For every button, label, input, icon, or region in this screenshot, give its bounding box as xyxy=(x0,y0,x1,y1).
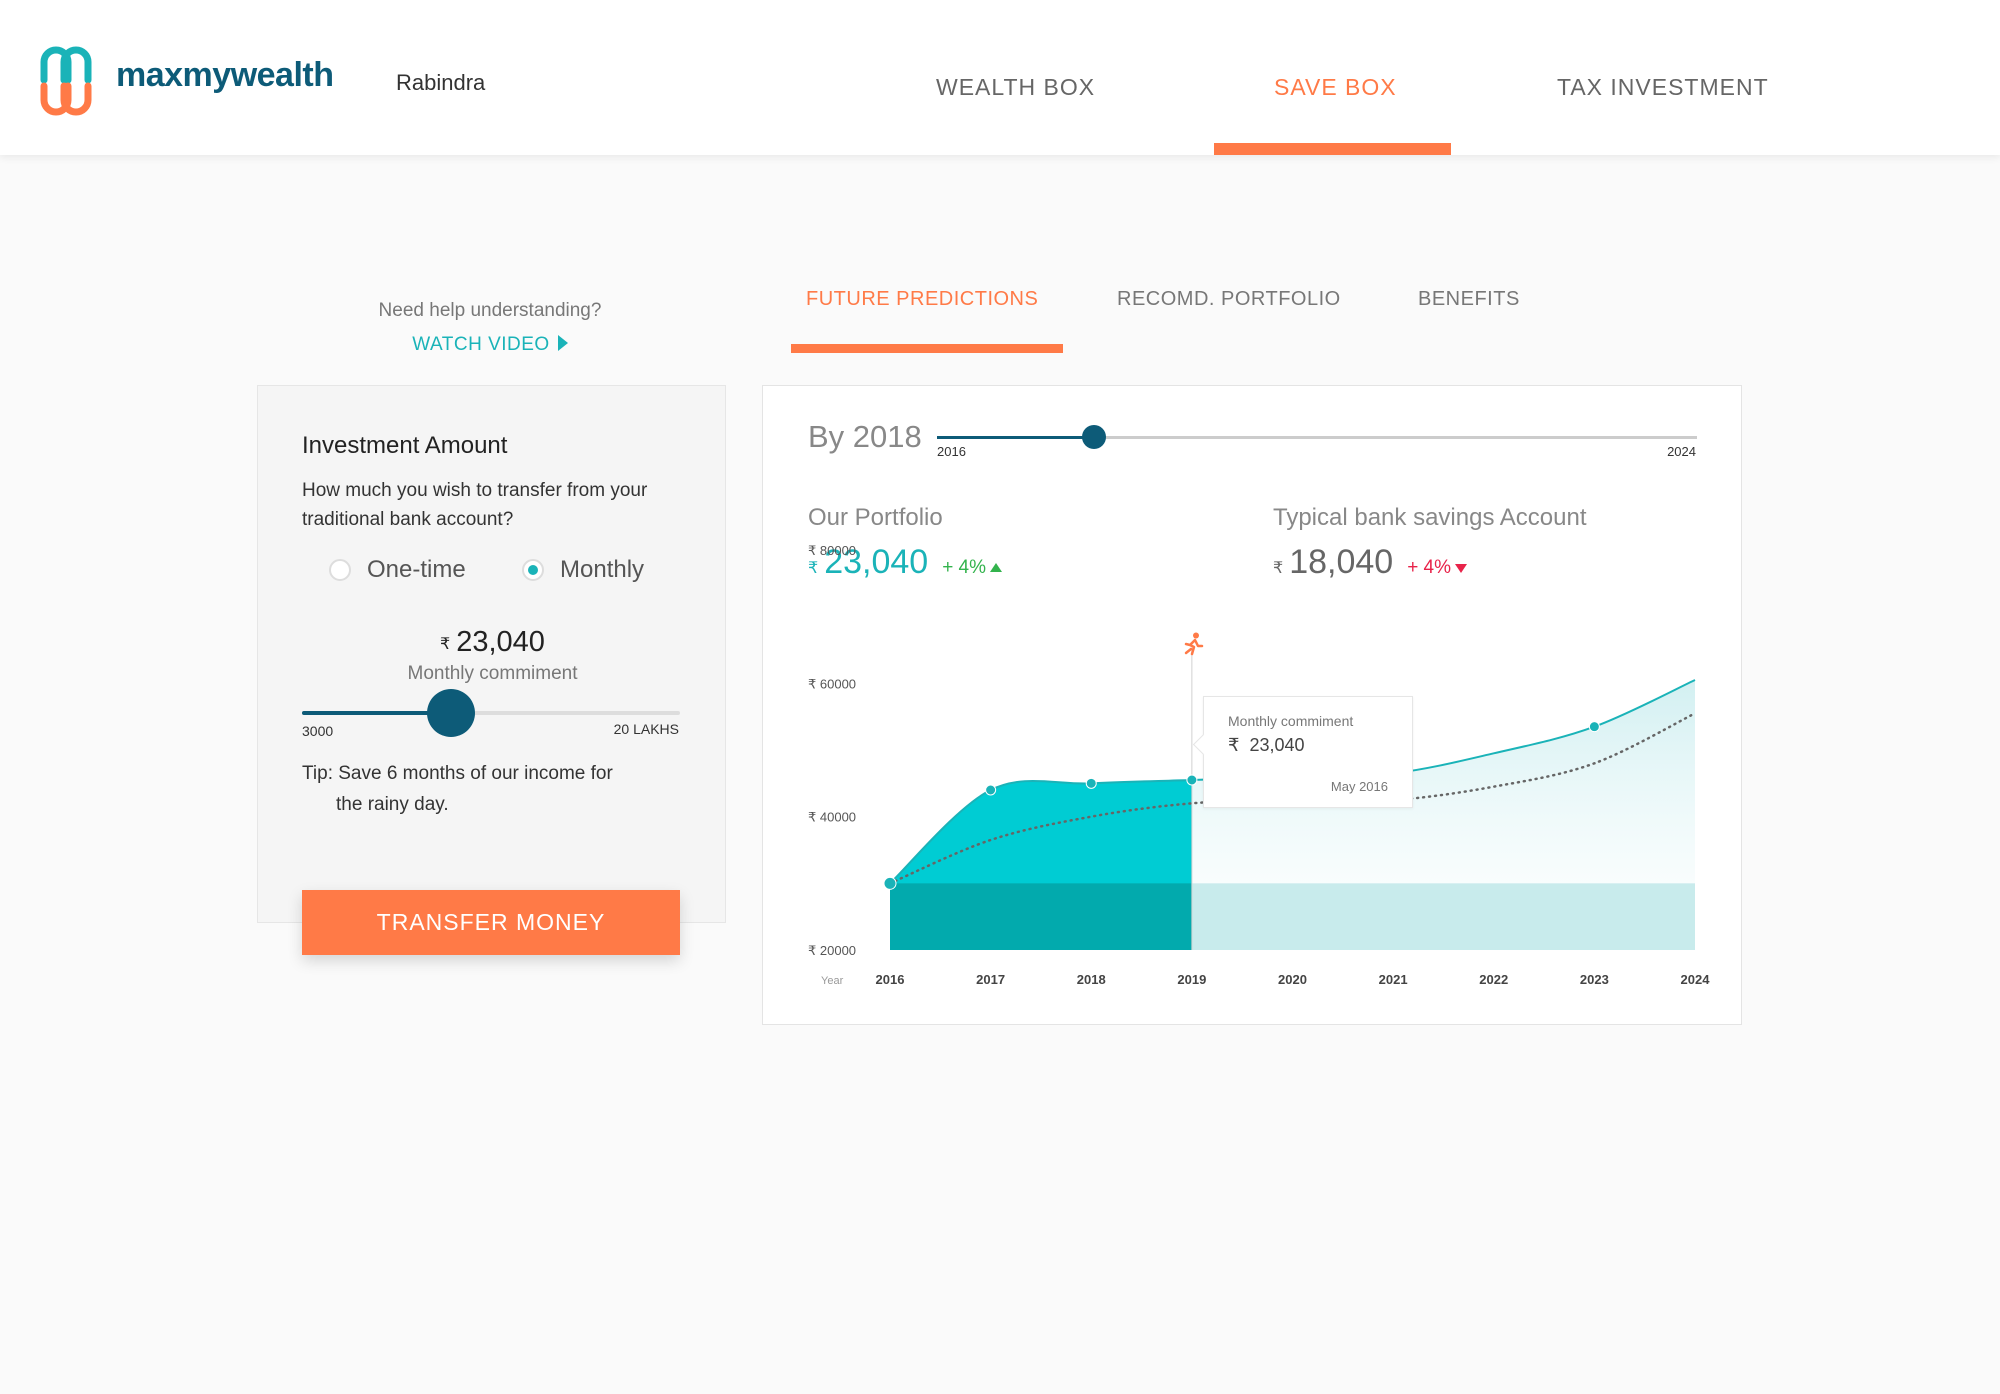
top-header: maxmywealth Rabindra WEALTH BOX SAVE BOX… xyxy=(0,0,2000,155)
x-tick-label: 2016 xyxy=(876,972,905,987)
tab-active-indicator xyxy=(791,344,1063,353)
nav-active-indicator xyxy=(1214,143,1451,155)
x-axis-label: Year xyxy=(821,975,844,987)
amount-slider-max: 20 LAKHS xyxy=(613,721,679,737)
x-tick-label: 2020 xyxy=(1278,972,1307,987)
tip-line-2: the rainy day. xyxy=(336,794,449,815)
amount-slider[interactable] xyxy=(302,689,680,737)
runner-icon xyxy=(1184,632,1204,656)
portfolio-label: Our Portfolio xyxy=(808,504,943,531)
tab-recomd-portfolio[interactable]: RECOMD. PORTFOLIO xyxy=(1117,288,1341,310)
y-tick-label: ₹ 60000 xyxy=(808,676,856,691)
year-slider-handle[interactable] xyxy=(1081,425,1106,449)
x-tick-label: 2024 xyxy=(1681,972,1711,987)
year-slider-max: 2024 xyxy=(1667,444,1696,459)
tip-line-1: Tip: Save 6 months of our income for xyxy=(302,763,613,784)
tab-benefits[interactable]: BENEFITS xyxy=(1418,288,1520,310)
by-year-label: By 2018 xyxy=(808,419,922,454)
amount-slider-fill xyxy=(302,711,452,715)
logo-icon xyxy=(40,46,92,116)
portfolio-change-value: + 4% xyxy=(942,557,987,578)
investment-amount: ₹23,040 xyxy=(258,626,727,659)
arrow-up-icon xyxy=(990,563,1003,572)
user-name: Rabindra xyxy=(396,70,486,95)
bank-change-value: + 4% xyxy=(1407,557,1452,578)
rupee-icon: ₹ xyxy=(808,560,819,577)
portfolio-change: + 4% xyxy=(942,557,1003,578)
tab-future-predictions[interactable]: FUTURE PREDICTIONS xyxy=(806,288,1039,310)
rupee-icon: ₹ xyxy=(440,636,451,653)
play-icon xyxy=(557,335,568,351)
bank-label: Typical bank savings Account xyxy=(1273,504,1587,531)
logo-text: maxmywealth xyxy=(116,56,334,94)
tooltip-amount: 23,040 xyxy=(1249,735,1305,755)
radio-monthly-circle[interactable] xyxy=(522,559,544,581)
chart-tooltip: Monthly commiment ₹ 23,040 May 2016 xyxy=(1203,696,1413,808)
arrow-down-icon xyxy=(1455,564,1468,573)
radio-one-time[interactable]: One-time xyxy=(329,556,466,584)
tooltip-label: Monthly commiment xyxy=(1228,713,1354,729)
radio-one-time-label: One-time xyxy=(367,556,466,583)
x-tick-label: 2019 xyxy=(1177,972,1206,987)
tooltip-date: May 2016 xyxy=(1330,779,1388,794)
portfolio-amount: 23,040 xyxy=(824,543,929,581)
y-tick-label: ₹ 80000 xyxy=(808,543,856,558)
portfolio-point xyxy=(883,876,897,890)
watch-video-label: WATCH VIDEO xyxy=(412,334,550,355)
radio-monthly-label: Monthly xyxy=(560,556,645,583)
tooltip-value: ₹ 23,040 xyxy=(1228,735,1305,756)
past-base-band xyxy=(890,883,1192,950)
nav-save-box[interactable]: SAVE BOX xyxy=(1274,74,1397,100)
bank-amount: 18,040 xyxy=(1289,543,1394,581)
rupee-icon: ₹ xyxy=(1273,560,1284,577)
x-tick-label: 2023 xyxy=(1580,972,1609,987)
portfolio-point xyxy=(1588,721,1600,733)
radio-monthly[interactable]: Monthly xyxy=(522,556,644,584)
portfolio-value: ₹23,040 + 4% xyxy=(808,543,1003,582)
nav-wealth-box[interactable]: WEALTH BOX xyxy=(936,74,1096,100)
future-base-band xyxy=(1191,883,1695,950)
help-question: Need help understanding? xyxy=(378,300,602,321)
investment-title: Investment Amount xyxy=(302,432,508,459)
investment-amount-label: Monthly commiment xyxy=(407,663,578,684)
watch-video-link[interactable]: WATCH VIDEO xyxy=(300,334,680,356)
investment-amount-value: 23,040 xyxy=(456,626,545,658)
y-tick-label: ₹ 40000 xyxy=(808,810,856,825)
year-slider-min: 2016 xyxy=(937,444,966,459)
y-tick-label: ₹ 20000 xyxy=(808,943,856,958)
x-tick-label: 2021 xyxy=(1379,972,1408,987)
x-tick-label: 2018 xyxy=(1077,972,1106,987)
bank-change: + 4% xyxy=(1407,557,1468,578)
radio-one-time-circle[interactable] xyxy=(329,559,351,581)
rupee-icon: ₹ xyxy=(1228,735,1240,755)
portfolio-point xyxy=(985,784,997,796)
bank-value: ₹18,040 + 4% xyxy=(1273,543,1468,582)
portfolio-point xyxy=(1085,777,1097,789)
transfer-money-button[interactable]: TRANSFER MONEY xyxy=(302,890,680,955)
x-tick-label: 2022 xyxy=(1479,972,1508,987)
nav-tax-investment[interactable]: TAX INVESTMENT xyxy=(1557,74,1769,100)
year-slider-fill xyxy=(937,436,1094,439)
tip-text: Tip: Save 6 months of our income for the… xyxy=(302,758,682,820)
year-slider[interactable] xyxy=(937,425,1697,449)
investment-subtitle: How much you wish to transfer from your … xyxy=(302,480,648,530)
portfolio-point xyxy=(1186,774,1198,786)
amount-slider-handle[interactable] xyxy=(427,689,476,737)
investment-card: Investment Amount How much you wish to t… xyxy=(257,385,726,923)
x-tick-label: 2017 xyxy=(976,972,1005,987)
amount-slider-min: 3000 xyxy=(302,723,334,739)
prediction-card: By 2018 2016 2024 Our Portfolio ₹23,040 +… xyxy=(762,385,1742,1025)
